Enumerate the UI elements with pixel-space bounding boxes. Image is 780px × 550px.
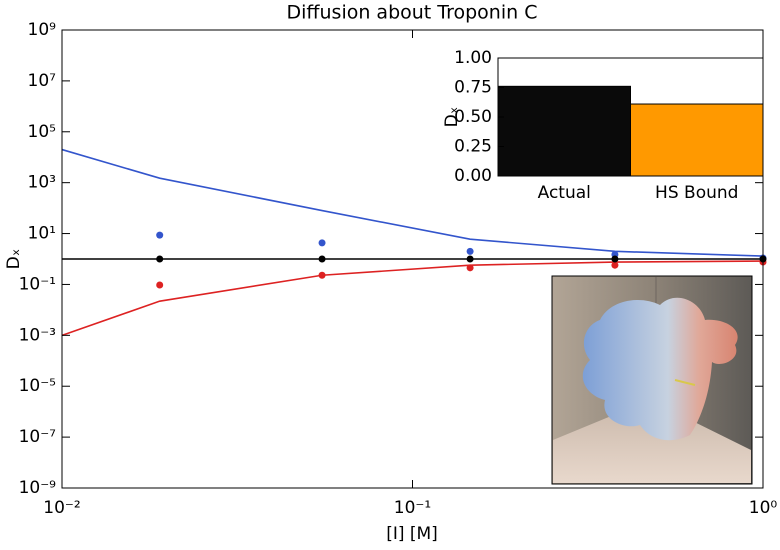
bar: [630, 103, 764, 177]
data-point: [611, 261, 619, 269]
data-line: [61, 260, 764, 337]
y-tick-label: 10⁻⁷: [19, 427, 57, 447]
x-axis-label: [I] [M]: [386, 524, 438, 544]
y-tick-label: 0.00: [454, 166, 492, 186]
inset-frame: [497, 57, 764, 177]
data-point: [156, 281, 164, 289]
x-tick-label: Actual: [538, 183, 591, 203]
y-tick-label: 10¹: [28, 224, 56, 244]
inset-plot: Dₓ Actual HS Bound 0.00 0.25 0.50 0.75 1.00: [442, 48, 764, 203]
data-point: [466, 247, 474, 255]
x-tick-label: 10⁻²: [43, 498, 80, 518]
y-tick-label: 10⁹: [28, 20, 57, 40]
y-axis-label: Dₓ: [4, 249, 24, 270]
data-point: [156, 255, 164, 263]
data-point: [466, 255, 474, 263]
y-tick-label: 1.00: [454, 48, 492, 68]
y-tick-label: 0.25: [454, 137, 492, 157]
data-point: [318, 239, 326, 247]
data-point: [466, 264, 474, 272]
y-tick-label: 10⁻⁹: [19, 478, 57, 498]
data-point: [156, 231, 164, 239]
bar: [497, 85, 631, 177]
y-tick-label: 10⁻³: [19, 325, 56, 345]
data-point: [318, 255, 326, 263]
y-tick-label: 0.50: [454, 107, 492, 127]
y-tick-label: 10³: [28, 173, 56, 193]
data-line: [61, 148, 764, 257]
data-point: [611, 255, 619, 263]
image-floor: [553, 400, 751, 483]
x-tick-label: 10⁰: [749, 498, 778, 518]
y-tick-label: 10⁻⁵: [19, 376, 56, 396]
x-tick-label: 10⁻¹: [394, 498, 431, 518]
y-tick-label: 10⁷: [28, 71, 57, 91]
inset-y-axis-label: Dₓ: [442, 107, 462, 128]
y-tick-label: 10⁻¹: [19, 274, 56, 294]
x-tick-label: HS Bound: [655, 183, 738, 203]
plot-frame: [61, 29, 764, 489]
y-tick-label: 0.75: [454, 78, 492, 98]
data-point: [318, 271, 326, 279]
protein-surface: [582, 297, 738, 441]
main-plot: 10⁻⁹ 10⁻⁷ 10⁻⁵ 10⁻³ 10⁻¹ 10¹ 10³ 10⁵ 10⁷ 10⁹ 10⁻² 1…: [19, 20, 778, 518]
y-tick-label: 10⁵: [28, 122, 56, 142]
protein-image: [551, 275, 753, 485]
protein-feature: [674, 379, 696, 386]
chart-title: Diffusion about Troponin C: [287, 2, 538, 24]
